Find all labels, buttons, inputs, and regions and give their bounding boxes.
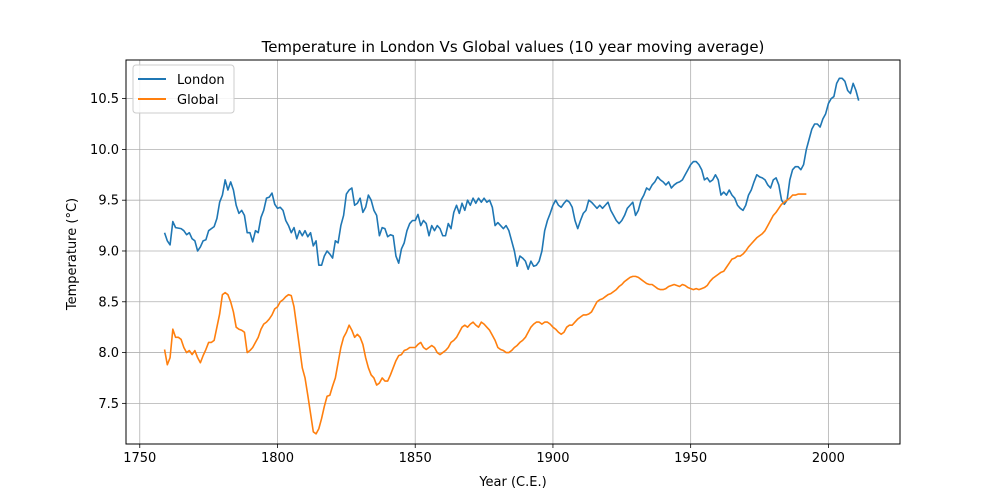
legend-label-london: London	[177, 73, 225, 88]
y-tick-label: 9.0	[98, 244, 119, 259]
legend-label-global: Global	[177, 93, 218, 108]
series-lines	[163, 77, 860, 435]
plot-frame	[125, 59, 901, 445]
series-line-global	[163, 193, 807, 435]
grid	[126, 60, 900, 444]
x-tick-label: 1900	[536, 451, 569, 466]
x-tick-label: 2000	[812, 451, 845, 466]
x-tick-label: 1800	[261, 451, 294, 466]
y-axis-ticks: 7.5 8.0 8.5 9.0 9.5 10.0 10.5	[90, 92, 126, 412]
chart-title: Temperature in London Vs Global values (…	[261, 38, 765, 56]
y-tick-label: 10.0	[90, 143, 119, 158]
x-tick-label: 1950	[674, 451, 707, 466]
y-tick-label: 8.5	[98, 295, 119, 310]
y-tick-label: 10.5	[90, 92, 119, 107]
legend: London Global	[132, 64, 235, 114]
x-axis-label: Year (C.E.)	[478, 475, 546, 490]
y-tick-label: 9.5	[98, 194, 119, 209]
y-tick-label: 8.0	[98, 346, 119, 361]
y-tick-label: 7.5	[98, 397, 119, 412]
x-tick-label: 1850	[399, 451, 432, 466]
legend-box	[132, 64, 235, 114]
y-axis-label: Temperature (°C)	[65, 198, 80, 311]
series-line-london	[163, 77, 860, 271]
x-axis-ticks: 1750 1800 1850 1900 1950 2000	[123, 444, 845, 466]
x-tick-label: 1750	[123, 451, 156, 466]
